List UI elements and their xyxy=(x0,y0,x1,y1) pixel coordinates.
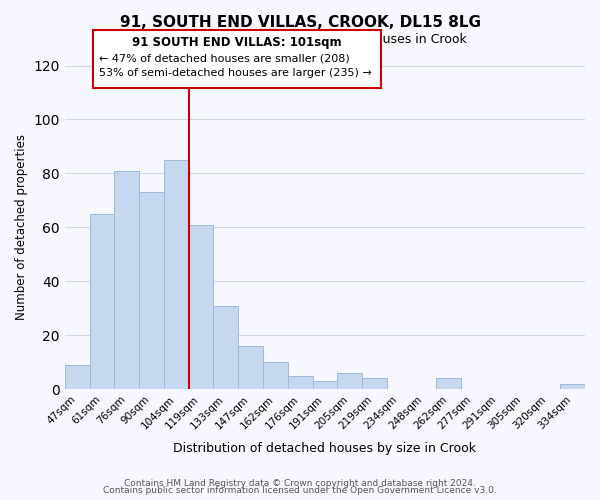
Text: 53% of semi-detached houses are larger (235) →: 53% of semi-detached houses are larger (… xyxy=(99,68,372,78)
Bar xyxy=(188,224,214,389)
Bar xyxy=(337,373,362,389)
Bar xyxy=(238,346,263,389)
X-axis label: Distribution of detached houses by size in Crook: Distribution of detached houses by size … xyxy=(173,442,476,455)
Bar xyxy=(362,378,387,389)
Text: Contains public sector information licensed under the Open Government Licence v3: Contains public sector information licen… xyxy=(103,486,497,495)
Bar xyxy=(164,160,188,389)
Bar xyxy=(313,381,337,389)
Bar xyxy=(139,192,164,389)
Bar xyxy=(214,306,238,389)
Text: ← 47% of detached houses are smaller (208): ← 47% of detached houses are smaller (20… xyxy=(99,53,350,63)
Text: Contains HM Land Registry data © Crown copyright and database right 2024.: Contains HM Land Registry data © Crown c… xyxy=(124,478,476,488)
Bar xyxy=(115,170,139,389)
Bar xyxy=(436,378,461,389)
Text: Size of property relative to detached houses in Crook: Size of property relative to detached ho… xyxy=(133,32,467,46)
Bar xyxy=(89,214,115,389)
Bar xyxy=(288,376,313,389)
Bar xyxy=(560,384,585,389)
Text: 91, SOUTH END VILLAS, CROOK, DL15 8LG: 91, SOUTH END VILLAS, CROOK, DL15 8LG xyxy=(119,15,481,30)
Text: 91 SOUTH END VILLAS: 101sqm: 91 SOUTH END VILLAS: 101sqm xyxy=(132,36,342,49)
Bar xyxy=(263,362,288,389)
Y-axis label: Number of detached properties: Number of detached properties xyxy=(15,134,28,320)
Bar xyxy=(65,365,89,389)
